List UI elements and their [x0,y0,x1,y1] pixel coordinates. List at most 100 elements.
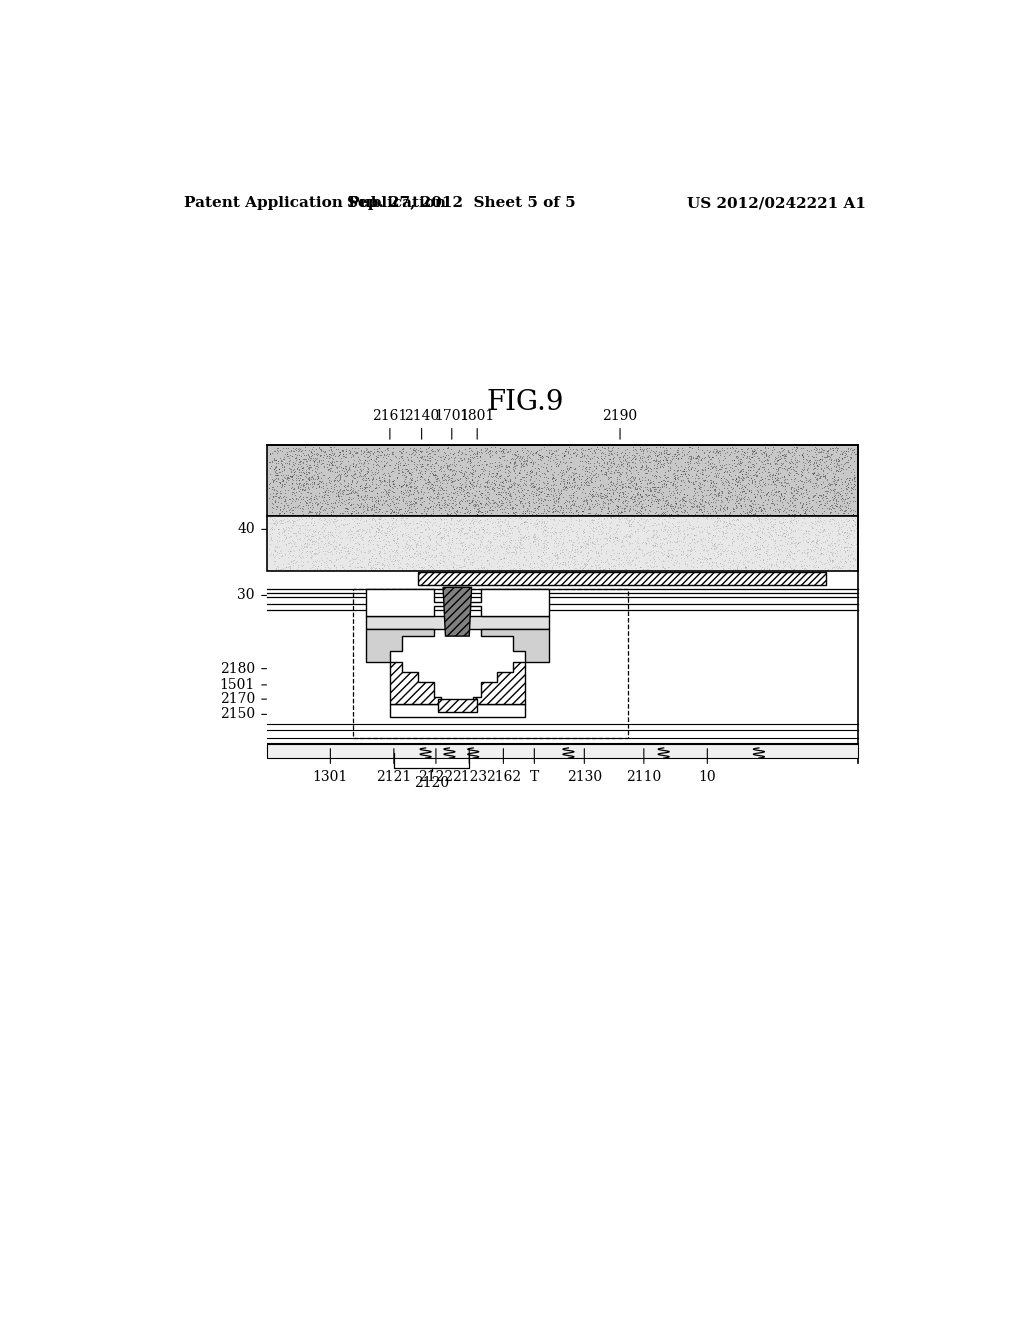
Point [602,488,618,510]
Point [607,520,624,541]
Point [567,458,584,479]
Point [798,499,814,520]
Point [557,553,573,574]
Point [288,449,304,470]
Point [587,503,603,524]
Point [400,523,417,544]
Point [401,546,418,568]
Point [275,449,292,470]
Point [826,466,843,487]
Point [749,453,765,474]
Point [598,529,614,550]
Point [369,558,385,579]
Point [730,471,746,492]
Point [574,500,591,521]
Point [337,474,353,495]
Point [394,483,411,504]
Point [782,478,799,499]
Point [403,465,420,486]
Point [293,455,309,477]
Point [545,558,561,579]
Point [547,550,563,572]
Point [523,465,540,486]
Point [391,549,408,570]
Point [676,444,692,465]
Point [561,553,578,574]
Point [267,491,284,512]
Point [775,482,792,503]
Point [505,558,521,579]
Point [759,483,775,504]
Point [743,446,760,467]
Point [301,462,317,483]
Point [639,520,655,541]
Point [651,482,668,503]
Point [376,521,392,543]
Point [467,527,483,548]
Point [514,533,530,554]
Point [821,495,838,516]
Point [624,466,640,487]
Point [750,532,766,553]
Point [323,438,339,459]
Point [367,499,383,520]
Point [414,446,430,467]
Point [482,440,499,461]
Point [651,528,668,549]
Point [335,482,351,503]
Point [439,455,456,477]
Point [653,499,670,520]
Point [580,467,596,488]
Point [795,524,811,545]
Point [269,465,286,486]
Point [267,469,284,490]
Point [759,494,775,515]
Point [763,482,779,503]
Point [724,553,740,574]
Point [811,529,827,550]
Point [585,532,601,553]
Point [370,486,386,507]
Point [634,450,650,471]
Point [316,528,333,549]
Point [392,441,409,462]
Point [781,451,798,473]
Point [521,442,538,463]
Point [623,520,639,541]
Point [603,457,620,478]
Point [307,484,324,506]
Point [270,558,287,579]
Point [818,487,835,508]
Point [340,450,356,471]
Point [550,488,566,510]
Point [423,474,439,495]
Point [442,519,459,540]
Point [639,457,655,478]
Point [459,524,475,545]
Point [723,516,739,537]
Point [724,528,740,549]
Point [566,554,583,576]
Point [406,483,422,504]
Point [511,449,527,470]
Point [462,492,478,513]
Point [450,521,466,543]
Point [682,445,698,466]
Point [317,473,334,494]
Point [472,529,488,550]
Point [818,475,835,496]
Point [610,496,627,517]
Point [317,535,334,556]
Point [543,480,559,502]
Point [597,437,613,458]
Point [271,496,288,517]
Point [271,503,288,524]
Point [588,467,604,488]
Point [677,510,693,531]
Point [601,558,617,579]
Point [801,524,817,545]
Point [403,528,420,549]
Point [732,503,749,524]
Point [683,446,699,467]
Point [743,446,760,467]
